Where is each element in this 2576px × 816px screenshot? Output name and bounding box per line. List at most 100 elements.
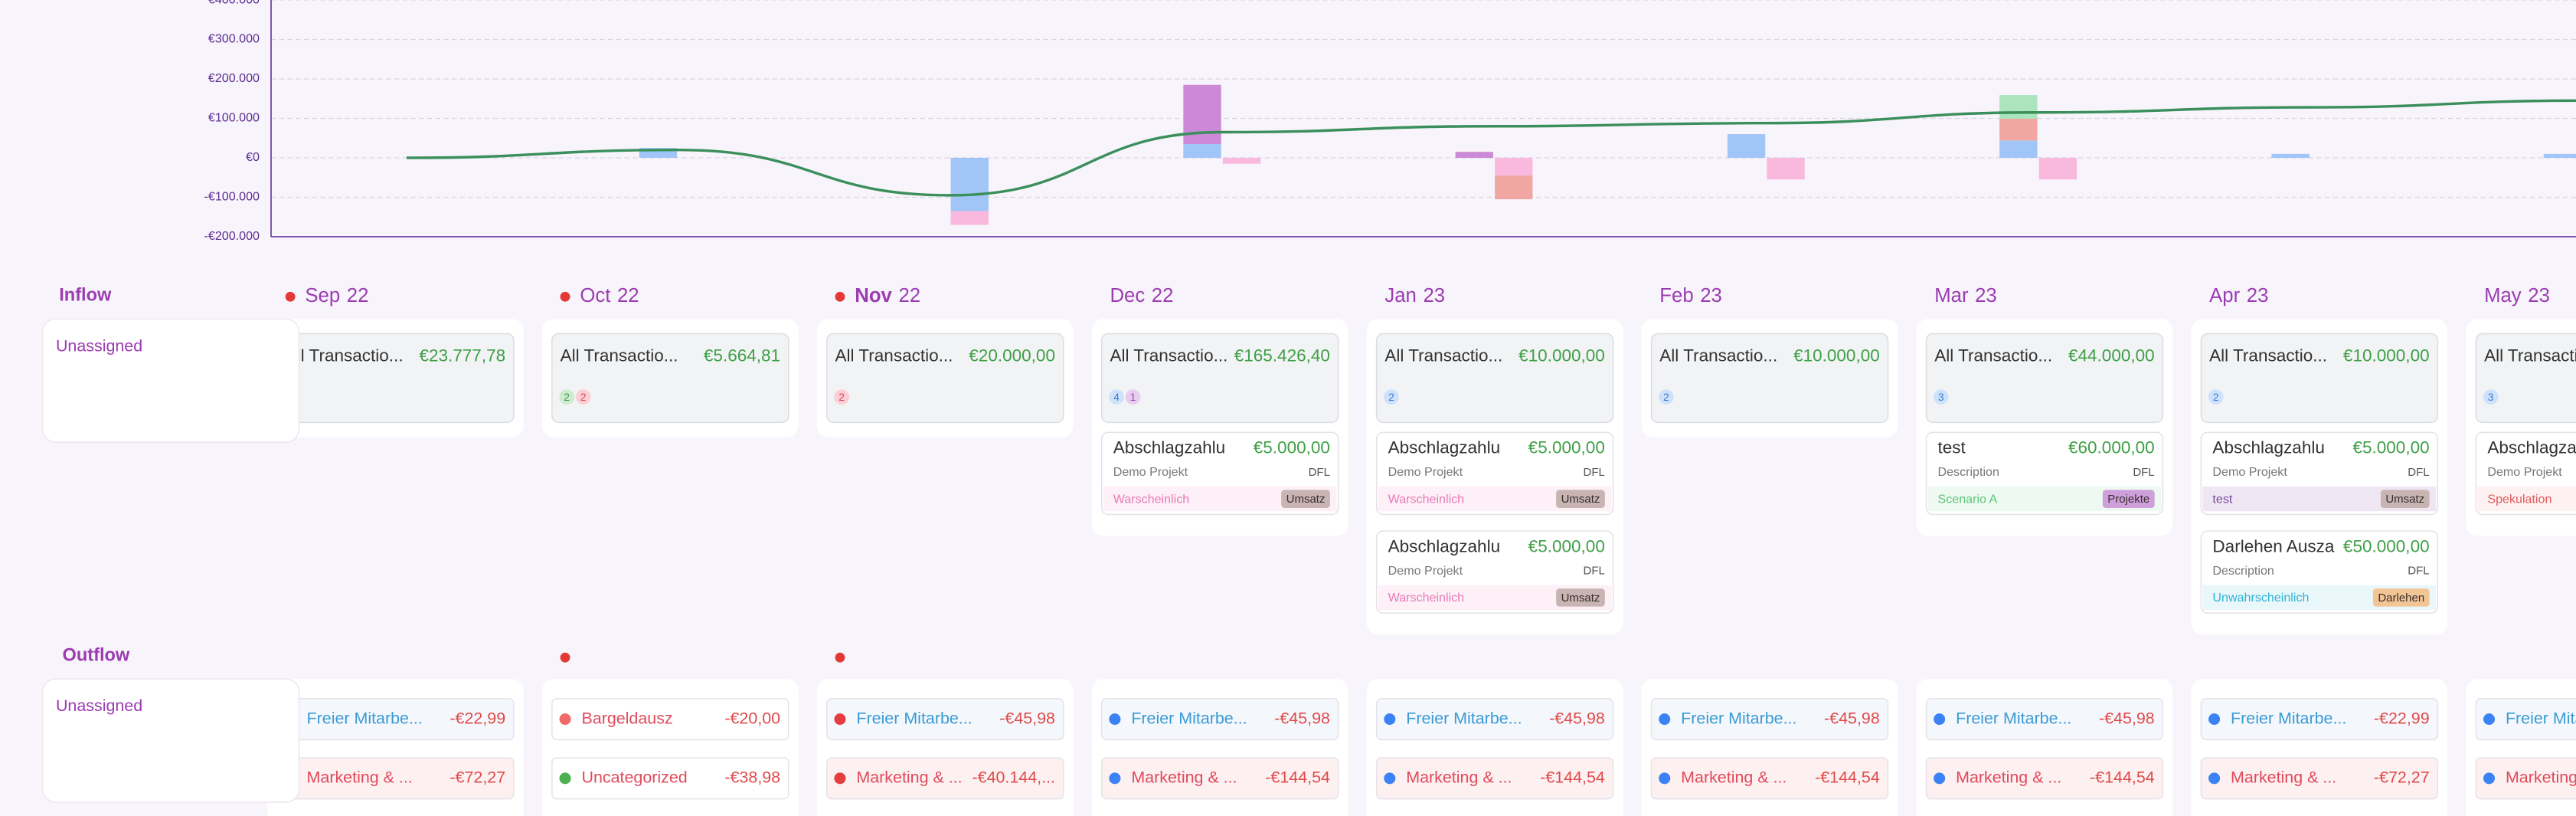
transaction-label: Freier Mitarbe... (1681, 709, 1796, 727)
item-status: Spekulation (2487, 492, 2551, 506)
item-title: Abschlagzahlu (1113, 438, 1225, 457)
bar (950, 157, 989, 211)
transaction-label: Marketing & ... (1681, 768, 1787, 787)
item-title: Abschlagzahlu (1388, 536, 1500, 555)
bar (1999, 118, 2038, 141)
transaction-amount: -€144,54 (2090, 768, 2155, 787)
item-code: DFL (2408, 565, 2429, 578)
transaction-row[interactable] (1925, 698, 2164, 741)
badge-count: 2 (1388, 391, 1394, 403)
transaction-row[interactable] (1650, 698, 1889, 741)
summary-card[interactable] (826, 333, 1064, 424)
summary-amount: €20.000,00 (969, 346, 1055, 365)
item-subtitle: Demo Projekt (2212, 465, 2287, 479)
y-tick-label: €0 (246, 150, 260, 164)
item-tag: Projekte (2107, 493, 2149, 506)
summary-card[interactable] (551, 333, 789, 424)
transaction-label: Freier Mitarbe... (2506, 709, 2576, 727)
summary-card[interactable] (1650, 333, 1889, 424)
item-tag: Umsatz (1286, 493, 1326, 506)
item-status: Warscheinlich (1113, 492, 1189, 506)
item-subtitle: Demo Projekt (1388, 465, 1463, 479)
month-header: Nov (855, 285, 892, 306)
summary-card[interactable] (1925, 333, 2164, 424)
item-tag: Darlehen (2378, 592, 2424, 605)
summary-title: All Transactio... (2484, 346, 2576, 365)
transaction-row[interactable] (1650, 757, 1889, 800)
badge-count: 2 (839, 391, 845, 403)
transaction-row[interactable] (1925, 757, 2164, 800)
month-header: May (2484, 285, 2522, 306)
transaction-amount: -€22,99 (2374, 709, 2430, 727)
transaction-row[interactable] (2475, 757, 2576, 800)
item-amount: €5.000,00 (1528, 536, 1605, 555)
transaction-row[interactable] (551, 757, 789, 800)
transaction-label: Marketing & ... (1131, 768, 1237, 787)
bar (1183, 84, 1221, 144)
transaction-row[interactable] (826, 698, 1064, 741)
transaction-label: Marketing & ... (2231, 768, 2336, 787)
year-header: 23 (2528, 285, 2550, 306)
unassigned-label: Unassigned (56, 696, 142, 715)
summary-title: All Transactio... (1934, 346, 2052, 365)
item-tag: Umsatz (1561, 592, 1600, 605)
transaction-row[interactable] (1375, 757, 1614, 800)
transaction-amount: -€45,98 (1824, 709, 1880, 727)
badge-count: 2 (1663, 391, 1669, 403)
category-dot (1934, 772, 1946, 785)
badge-count: 3 (2488, 391, 2494, 403)
summary-card[interactable] (2475, 333, 2576, 424)
category-dot (2208, 772, 2221, 785)
transaction-amount: -€22,99 (449, 709, 505, 727)
item-tag: Umsatz (1561, 493, 1600, 506)
badge (1125, 389, 1141, 405)
summary-title: All Transactio... (286, 346, 404, 365)
item-code: DFL (2133, 466, 2154, 479)
summary-amount: €10.000,00 (2343, 346, 2430, 365)
transaction-amount: -€20,00 (724, 709, 780, 727)
y-tick-label: €100.000 (208, 111, 260, 125)
summary-title: All Transactio... (561, 346, 678, 365)
unassigned-label: Unassigned (56, 336, 142, 355)
transaction-row[interactable] (1375, 698, 1614, 741)
item-status: Scenario A (1938, 492, 1998, 506)
section-label: Outflow (63, 644, 130, 664)
summary-card[interactable] (1100, 333, 1339, 424)
transaction-row[interactable] (551, 698, 789, 741)
badge (1384, 389, 1399, 405)
transaction-row[interactable] (2475, 698, 2576, 741)
summary-card[interactable] (1375, 333, 1614, 424)
y-tick-label: €400.000 (208, 0, 260, 6)
bar (2038, 157, 2077, 180)
item-amount: €60.000,00 (2068, 438, 2155, 457)
badge (1659, 389, 1674, 405)
year-header: 22 (898, 285, 920, 306)
item-subtitle: Description (2212, 564, 2274, 578)
unassigned-card[interactable] (42, 678, 300, 803)
badge (2483, 389, 2499, 405)
summary-amount: €44.000,00 (2068, 346, 2155, 365)
year-header: 22 (347, 285, 369, 306)
summary-amount: €23.777,78 (419, 346, 505, 365)
transaction-row[interactable] (2200, 698, 2439, 741)
badge-count: 2 (564, 391, 570, 403)
y-tick-label: -€100.000 (204, 190, 260, 204)
bar (950, 211, 989, 225)
transaction-row[interactable] (2200, 757, 2439, 800)
unassigned-card[interactable] (42, 318, 300, 443)
transaction-amount: -€40.144,... (973, 768, 1055, 787)
category-dot (2483, 772, 2496, 785)
year-header: 22 (617, 285, 639, 306)
summary-card[interactable] (2200, 333, 2439, 424)
badge-count: 3 (1938, 391, 1944, 403)
transaction-row[interactable] (1100, 757, 1339, 800)
item-subtitle: Demo Projekt (1388, 564, 1463, 578)
summary-amount: €165.426,40 (1234, 346, 1330, 365)
item-code: DFL (1309, 466, 1330, 479)
month-header: Sep (305, 285, 340, 306)
transaction-row[interactable] (826, 757, 1064, 800)
transaction-row[interactable] (1100, 698, 1339, 741)
tag-chip (2372, 588, 2430, 607)
category-dot (1934, 713, 1946, 726)
bar (1495, 175, 1533, 200)
